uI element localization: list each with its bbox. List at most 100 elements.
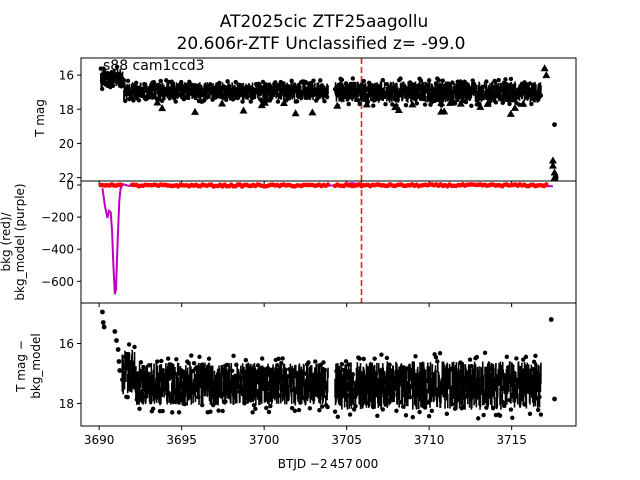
- data-point: [227, 387, 232, 393]
- data-point: [463, 394, 469, 399]
- data-point: [297, 89, 303, 95]
- data-point: [432, 98, 437, 104]
- data-point: [231, 353, 236, 358]
- data-point: [433, 81, 439, 86]
- data-point: [101, 66, 106, 71]
- data-point: [135, 380, 141, 385]
- data-point: [535, 97, 541, 103]
- data-point: [371, 404, 376, 410]
- data-point: [209, 386, 214, 391]
- data-point: [336, 90, 342, 96]
- data-point: [474, 354, 480, 360]
- bkg-model-line: [101, 182, 553, 295]
- data-point: [162, 86, 168, 92]
- series-2-0: [100, 309, 557, 421]
- data-point: [133, 372, 138, 377]
- data-point: [217, 80, 222, 86]
- data-point: [334, 368, 339, 374]
- data-point: [155, 86, 161, 91]
- y-tick-label: 18: [59, 103, 74, 117]
- upper-limit-marker: [506, 109, 515, 117]
- data-point: [416, 91, 421, 97]
- data-point: [424, 378, 429, 384]
- data-point: [314, 376, 319, 381]
- data-point: [191, 360, 197, 366]
- data-point: [247, 396, 253, 402]
- data-point: [124, 85, 129, 90]
- data-point: [248, 99, 253, 104]
- data-point: [466, 86, 471, 91]
- data-point: [197, 354, 202, 360]
- data-point: [476, 416, 481, 421]
- data-point: [171, 399, 176, 405]
- data-point: [264, 405, 269, 411]
- data-point: [503, 77, 508, 82]
- data-point: [159, 98, 165, 103]
- x-axis-label: BTJD −2 457 000: [278, 457, 378, 471]
- data-point: [269, 395, 274, 400]
- data-point: [356, 98, 361, 103]
- data-point: [354, 386, 360, 392]
- data-point: [164, 384, 169, 390]
- data-point: [381, 91, 387, 96]
- data-point: [341, 367, 346, 373]
- data-point: [409, 383, 414, 389]
- data-point: [500, 100, 505, 106]
- upper-limit-marker: [333, 101, 342, 109]
- data-point: [520, 357, 526, 362]
- data-point: [522, 402, 527, 407]
- data-point: [148, 385, 153, 391]
- data-point: [422, 405, 428, 410]
- data-point: [508, 76, 514, 82]
- data-point: [403, 413, 409, 418]
- data-point: [478, 89, 484, 95]
- data-point: [399, 379, 405, 384]
- data-point: [529, 383, 534, 389]
- data-point: [104, 75, 109, 80]
- data-point: [349, 396, 354, 401]
- data-point: [142, 82, 147, 87]
- data-point: [219, 394, 224, 399]
- data-point: [413, 96, 418, 102]
- data-point: [147, 92, 153, 98]
- data-point: [499, 86, 504, 91]
- data-point: [418, 370, 424, 375]
- data-point: [290, 89, 296, 95]
- data-point: [170, 410, 175, 415]
- data-point: [527, 81, 533, 86]
- data-point: [146, 363, 152, 368]
- data-point: [431, 87, 436, 93]
- data-point: [284, 392, 289, 397]
- data-point: [159, 358, 164, 364]
- data-point: [368, 91, 373, 96]
- data-point: [482, 350, 488, 356]
- data-point: [224, 362, 229, 368]
- data-point: [195, 394, 201, 400]
- data-point: [425, 86, 430, 91]
- data-point: [463, 99, 469, 105]
- data-point: [194, 364, 199, 370]
- upper-limit-marker: [446, 98, 455, 106]
- y-tick-label: −400: [41, 243, 74, 257]
- data-point: [469, 103, 474, 109]
- data-point: [505, 98, 511, 103]
- data-point: [364, 87, 369, 92]
- data-point: [270, 93, 275, 98]
- data-point: [462, 79, 467, 84]
- data-point: [395, 97, 400, 103]
- data-point: [537, 394, 542, 400]
- data-point: [160, 408, 165, 414]
- upper-limit-marker: [510, 103, 519, 111]
- data-point: [180, 90, 185, 95]
- data-point: [215, 389, 220, 394]
- data-point: [265, 366, 270, 371]
- data-point: [213, 95, 218, 100]
- data-point: [224, 97, 229, 102]
- x-tick-label: 3695: [166, 433, 197, 447]
- upper-limit-marker: [260, 98, 269, 106]
- data-point: [296, 94, 301, 99]
- data-point: [310, 391, 315, 396]
- middle-y-axis-label-line2: bkg_model (purple): [13, 183, 27, 300]
- data-point: [120, 377, 125, 382]
- data-point: [279, 360, 284, 366]
